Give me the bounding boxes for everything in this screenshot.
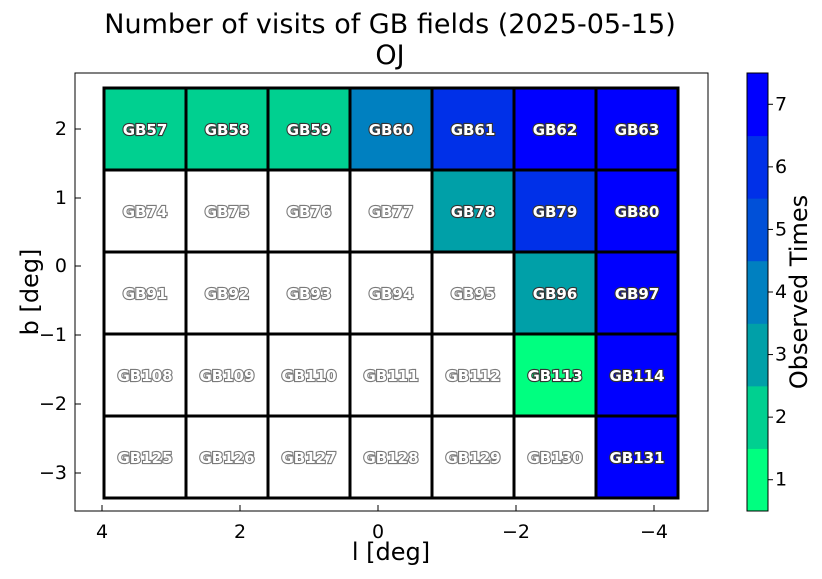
field-label: GB97: [615, 285, 660, 303]
field-cell: [348, 86, 434, 172]
field-label: GB80: [615, 203, 660, 221]
field-label: GB113: [527, 367, 582, 385]
field-grid: GB57 GB58 GB59 GB60 GB61 GB62 GB63 GB74 GB75 GB76…: [102, 86, 680, 500]
axes: 4 2 0 −2 −4 2 1 0 −1 −2 −3: [39, 118, 668, 543]
field-label: GB95: [451, 285, 496, 303]
chart-subtitle: OJ: [375, 40, 404, 71]
x-tick-label: 4: [96, 521, 108, 543]
field-label: GB130: [527, 449, 582, 467]
field-cell: [512, 250, 598, 336]
field-cell: [512, 86, 598, 172]
colorbar-tick-label: 1: [775, 469, 787, 491]
y-axis-title: b [deg]: [16, 249, 44, 336]
y-tick-label: −3: [39, 462, 67, 484]
colorbar: 1 2 3 4 5 6 7: [746, 72, 787, 512]
plot-frame: [74, 72, 709, 512]
field-cell: [512, 332, 598, 418]
field-label: GB79: [533, 203, 578, 221]
field-label: GB114: [609, 367, 664, 385]
y-tick-label: −1: [39, 324, 67, 346]
field-label: GB128: [363, 449, 418, 467]
field-cell: [594, 86, 680, 172]
colorbar-title: Observed Times: [785, 195, 813, 389]
x-axis-title: l [deg]: [352, 538, 430, 566]
field-cell: [184, 332, 270, 418]
field-cell: [348, 168, 434, 254]
y-tick-label: 1: [55, 187, 67, 209]
y-tick-label: 2: [55, 118, 67, 140]
field-cell: [184, 168, 270, 254]
field-cell: [184, 414, 270, 500]
colorbar-tick-label: 2: [775, 406, 787, 428]
x-tick-label: −4: [640, 521, 668, 543]
field-label: GB112: [445, 367, 500, 385]
colorbar-segment: [747, 73, 768, 137]
y-tick-label: 0: [55, 255, 67, 277]
field-label: GB92: [205, 285, 250, 303]
field-label: GB75: [205, 203, 250, 221]
field-label: GB61: [451, 121, 496, 139]
field-label: GB96: [533, 285, 578, 303]
field-label: GB76: [287, 203, 332, 221]
field-label: GB91: [123, 285, 168, 303]
field-label: GB62: [533, 121, 578, 139]
field-label: GB93: [287, 285, 332, 303]
colorbar-segment: [747, 385, 768, 449]
field-label: GB74: [123, 203, 168, 221]
x-tick-label: −2: [502, 521, 530, 543]
field-label: GB127: [281, 449, 336, 467]
field-cell: [594, 414, 680, 500]
field-cell: [594, 168, 680, 254]
colorbar-tick-label: 7: [775, 93, 787, 115]
field-cell: [102, 168, 188, 254]
colorbar-tick-label: 4: [775, 281, 787, 303]
field-cell: [430, 332, 516, 418]
y-tick-label: −2: [39, 393, 67, 415]
colorbar-segment: [747, 260, 768, 324]
colorbar-segment: [747, 198, 768, 262]
field-label: GB94: [369, 285, 414, 303]
x-tick-label: 0: [372, 521, 384, 543]
field-label: GB63: [615, 121, 660, 139]
colorbar-tick-label: 3: [775, 344, 787, 366]
field-cell: [184, 250, 270, 336]
field-label: GB126: [199, 449, 254, 467]
field-cell: [102, 414, 188, 500]
field-label: GB125: [117, 449, 172, 467]
colorbar-segment: [747, 448, 768, 512]
field-label: GB131: [609, 449, 664, 467]
field-label: GB108: [117, 367, 172, 385]
field-label: GB60: [369, 121, 414, 139]
field-label: GB129: [445, 449, 500, 467]
field-label: GB78: [451, 203, 496, 221]
field-label: GB109: [199, 367, 254, 385]
field-label: GB58: [205, 121, 250, 139]
field-cell: [266, 414, 352, 500]
field-label: GB77: [369, 203, 414, 221]
colorbar-tick-label: 6: [775, 156, 787, 178]
field-label: GB59: [287, 121, 332, 139]
field-cell: [266, 250, 352, 336]
field-label: GB57: [123, 121, 168, 139]
colorbar-segment: [747, 323, 768, 387]
colorbar-tick-label: 5: [775, 218, 787, 240]
x-tick-label: 2: [234, 521, 246, 543]
colorbar-segment: [747, 135, 768, 199]
field-cell: [102, 332, 188, 418]
field-label: GB111: [363, 367, 418, 385]
field-label: GB110: [281, 367, 336, 385]
field-cell: [430, 168, 516, 254]
chart-title: Number of visits of GB fields (2025-05-1…: [104, 9, 675, 40]
